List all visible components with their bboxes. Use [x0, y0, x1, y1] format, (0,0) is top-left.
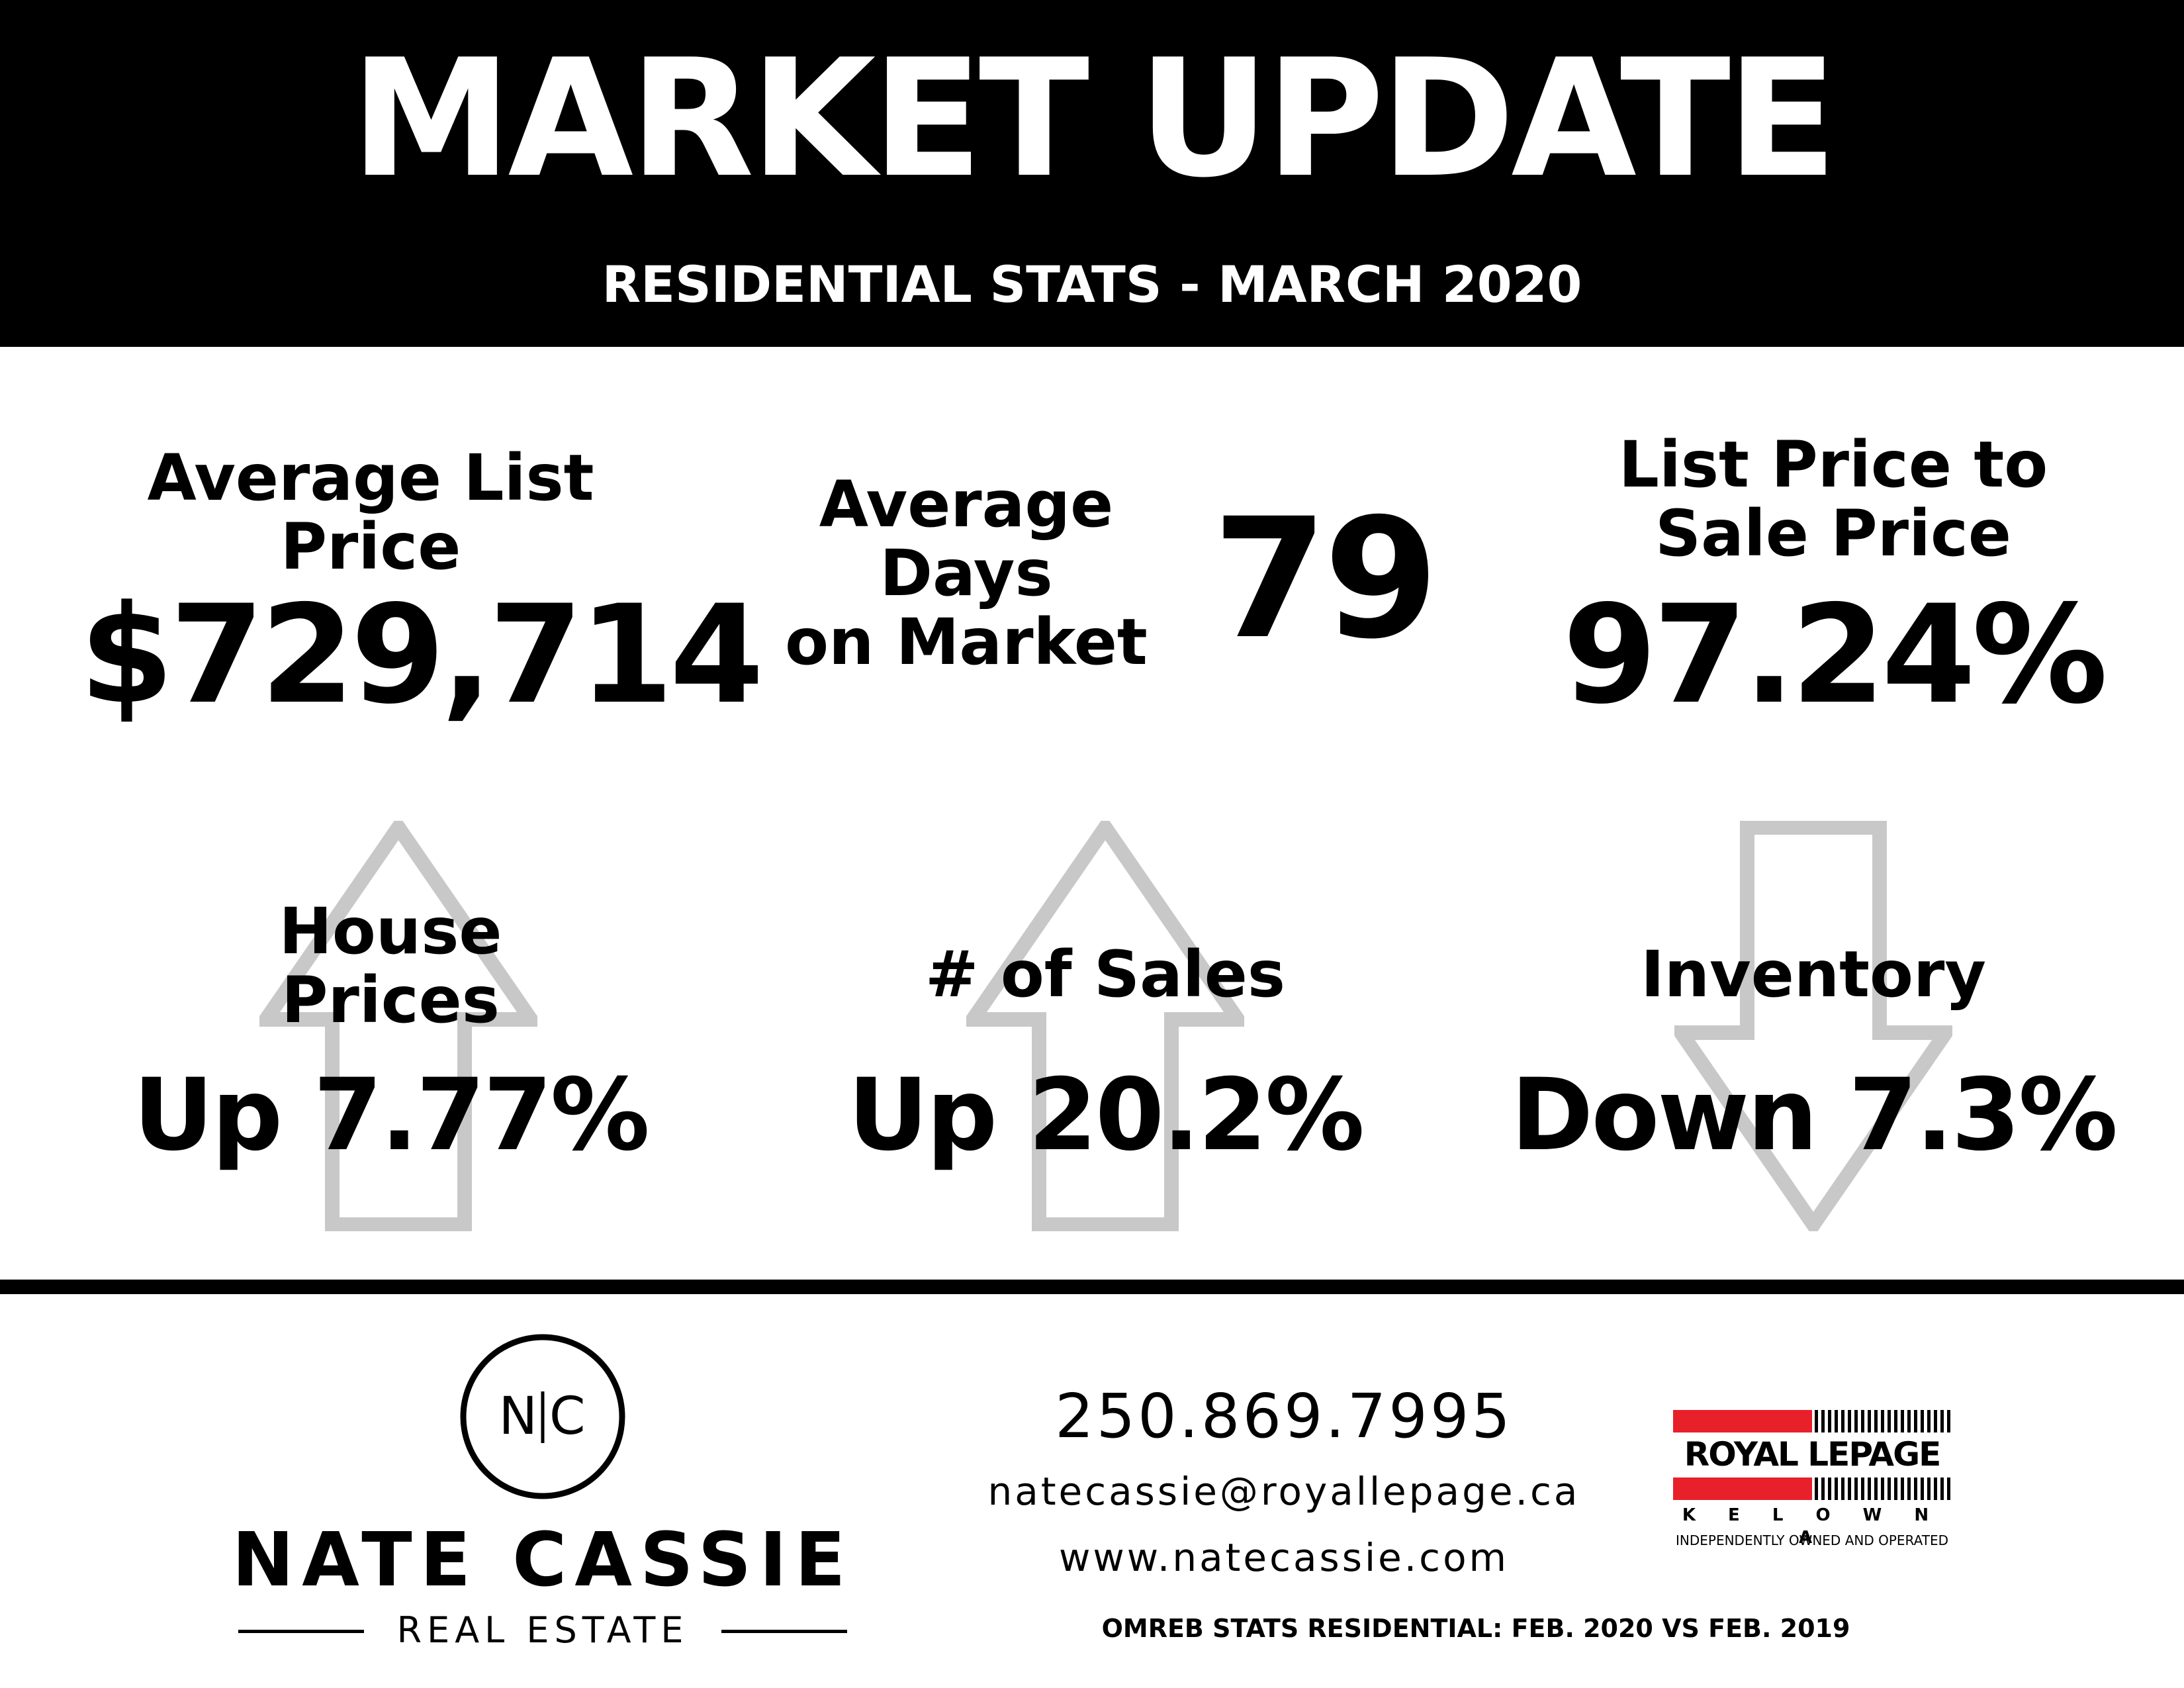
page-title: MARKET UPDATE [350, 24, 1838, 213]
list-to-sale-value: 97.24% [1563, 577, 2108, 734]
avg-days-value: 79 [1212, 483, 1439, 675]
down-arrow-icon [1674, 821, 1952, 1231]
page-subtitle: RESIDENTIAL STATS - MARCH 2020 [602, 255, 1582, 314]
inventory-label: Inventory [1641, 937, 1986, 1011]
logo-barcode-bottom [1815, 1477, 1951, 1500]
email-link[interactable]: natecassie@royallepage.ca [987, 1469, 1580, 1514]
sales-value: 20.2% [1028, 1058, 1365, 1173]
house-prices-change: Up 7.77% [106, 1059, 675, 1172]
sales-direction: Up [848, 1058, 997, 1173]
house-prices-direction: Up [133, 1058, 283, 1173]
list-to-sale-label: List Price to Sale Price [1582, 430, 2085, 568]
brokerage-tagline: INDEPENDENTLY OWNED AND OPERATED [1675, 1532, 1948, 1548]
inventory-direction: Down [1510, 1058, 1818, 1173]
website-link[interactable]: www.natecassie.com [1058, 1535, 1510, 1580]
tagline-rule-left [238, 1630, 364, 1633]
up-arrow-icon [259, 821, 537, 1231]
footer-divider [0, 1280, 2184, 1294]
house-prices-label-2: Prices [281, 963, 500, 1037]
inventory-change: Down 7.3% [1496, 1059, 2131, 1172]
avg-days-label-1: Average [819, 467, 1114, 541]
logo-red-bar-bottom [1673, 1477, 1812, 1500]
house-prices-label-1: House [279, 894, 502, 968]
avg-list-price-value: $729,714 [79, 577, 764, 734]
brokerage-city: K E L O W N A [1682, 1505, 1942, 1548]
up-arrow-icon [966, 821, 1244, 1231]
agent-tagline: REAL ESTATE [396, 1609, 689, 1651]
agent-monogram-logo: N C [457, 1331, 629, 1505]
header-banner: MARKET UPDATE RESIDENTIAL STATS - MARCH … [0, 0, 2184, 347]
monogram-right: C [549, 1387, 586, 1446]
avg-days-label: Average Days on Market [781, 470, 1152, 677]
avg-list-price-label-2: Price [280, 510, 461, 584]
sales-label: # of Sales [925, 937, 1286, 1011]
logo-red-bar-top [1673, 1410, 1812, 1432]
sales-change: Up 20.2% [794, 1059, 1416, 1172]
list-to-sale-label-2: Sale Price [1655, 496, 2011, 571]
royal-lepage-logo: ROYAL LEPAGE K E L O W N A INDEPENDENTLY… [1673, 1403, 1951, 1562]
tagline-rule-right [721, 1630, 847, 1633]
avg-list-price-label-1: Average List [147, 441, 594, 515]
logo-barcode-top [1815, 1410, 1951, 1432]
house-prices-value: 7.77% [313, 1058, 650, 1173]
inventory-value: 7.3% [1848, 1058, 2118, 1173]
avg-days-label-2: Days [880, 536, 1053, 610]
house-prices-label: House Prices [192, 897, 589, 1035]
brokerage-name: ROYAL LEPAGE [1684, 1435, 1942, 1474]
phone-number[interactable]: 250.869.7995 [1055, 1381, 1513, 1452]
monogram-left: N [498, 1387, 537, 1446]
avg-days-label-3: on Market [785, 605, 1148, 679]
avg-list-price-block: Average List Price [99, 444, 642, 581]
list-to-sale-label-1: List Price to [1618, 428, 2048, 502]
source-note: OMREB STATS RESIDENTIAL: FEB. 2020 VS FE… [1101, 1614, 1850, 1643]
agent-name: NATE CASSIE [232, 1517, 854, 1603]
